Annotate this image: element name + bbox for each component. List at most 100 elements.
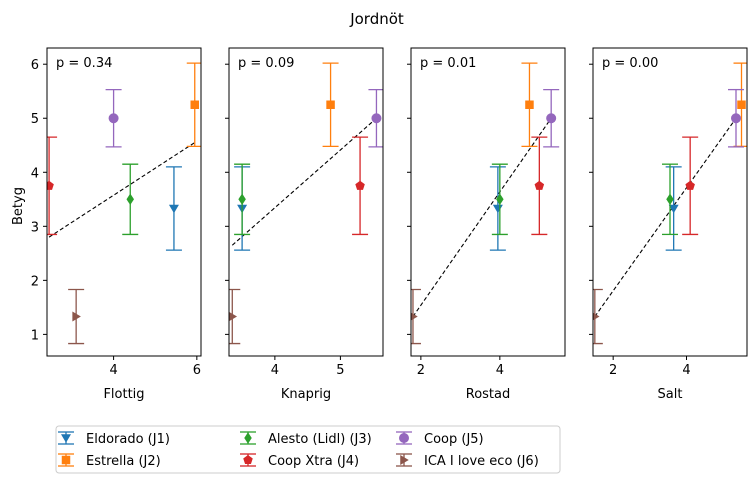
marker xyxy=(238,193,246,206)
legend-item-2: Estrella (J2) xyxy=(58,453,161,469)
marker xyxy=(371,113,382,124)
legend-marker xyxy=(61,434,71,443)
legend-item-5: Coop (J5) xyxy=(396,431,484,447)
y-tick-label: 2 xyxy=(31,274,39,289)
plot-area xyxy=(411,62,560,345)
legend-marker xyxy=(399,433,409,443)
point-6 xyxy=(68,288,85,345)
y-tick-label: 5 xyxy=(31,112,39,127)
point-6 xyxy=(411,288,421,345)
x-tick-label: 5 xyxy=(336,363,344,378)
marker xyxy=(47,180,54,190)
marker xyxy=(737,100,746,109)
x-tick-label: 4 xyxy=(271,363,279,378)
point-2 xyxy=(186,62,201,147)
legend-marker xyxy=(243,455,253,465)
point-5 xyxy=(368,88,383,148)
point-1 xyxy=(165,166,182,251)
fit-line xyxy=(48,142,196,238)
marker xyxy=(685,180,695,190)
x-tick-label: 4 xyxy=(109,363,117,378)
point-6 xyxy=(229,288,241,345)
axes-frame xyxy=(228,47,384,357)
fit-line xyxy=(412,117,552,317)
point-6 xyxy=(593,288,603,345)
marker xyxy=(546,113,557,124)
axes-frame xyxy=(46,47,202,357)
legend-item-3: Alesto (Lidl) (J3) xyxy=(240,431,372,447)
marker xyxy=(355,180,365,190)
marker xyxy=(229,311,238,322)
y-tick-label: 1 xyxy=(31,328,39,343)
point-1 xyxy=(489,166,506,251)
marker xyxy=(666,193,674,206)
legend-marker xyxy=(400,455,409,465)
point-4 xyxy=(47,136,58,236)
y-tick-label: 6 xyxy=(31,58,39,73)
point-4 xyxy=(682,136,699,236)
panel-3: 2 4 Rostad p = 0.01 xyxy=(407,47,566,402)
legend-item-4: Coop Xtra (J4) xyxy=(240,453,359,469)
axes-frame xyxy=(592,47,748,357)
x-tick-label: 2 xyxy=(609,363,617,378)
plot-area xyxy=(593,62,747,345)
point-5 xyxy=(105,88,122,148)
axes-frame xyxy=(410,47,566,357)
x-tick-label: 4 xyxy=(496,363,504,378)
marker xyxy=(72,311,81,322)
p-value-label: p = 0.01 xyxy=(420,56,476,71)
panels: 1 2 3 4 5 6 4 6 Flottig p = 0.34 4 5 Knaprig p = 0.09… xyxy=(31,47,748,402)
legend-label: Estrella (J2) xyxy=(86,454,161,469)
fit-line xyxy=(594,117,737,317)
p-value-label: p = 0.09 xyxy=(238,56,294,71)
legend-label: Coop (J5) xyxy=(424,432,484,447)
x-axis-label: Salt xyxy=(658,387,683,402)
panel-4: 2 4 Salt p = 0.00 xyxy=(589,47,748,402)
x-tick-label: 6 xyxy=(193,363,201,378)
point-3 xyxy=(122,163,139,236)
legend-item-6: ICA I love eco (J6) xyxy=(396,453,539,469)
point-5 xyxy=(543,88,560,148)
point-3 xyxy=(491,163,508,236)
marker xyxy=(525,100,534,109)
x-axis-label: Rostad xyxy=(466,387,511,402)
marker xyxy=(534,180,545,190)
marker xyxy=(668,204,679,214)
marker xyxy=(496,193,504,206)
legend-item-1: Eldorado (J1) xyxy=(58,431,170,447)
legend-label: Coop Xtra (J4) xyxy=(268,454,359,469)
x-axis-label: Flottig xyxy=(103,387,144,402)
point-2 xyxy=(322,62,339,147)
y-tick-label: 4 xyxy=(31,166,39,181)
marker xyxy=(326,100,335,109)
x-tick-label: 4 xyxy=(682,363,690,378)
marker xyxy=(190,100,200,109)
legend: Eldorado (J1) Estrella (J2) Alesto (Lidl) … xyxy=(55,425,561,474)
panel-1: 1 2 3 4 5 6 4 6 Flottig p = 0.34 xyxy=(31,47,202,402)
legend-label: Alesto (Lidl) (J3) xyxy=(268,432,372,447)
marker xyxy=(411,312,418,321)
panel-2: 4 5 Knaprig p = 0.09 xyxy=(225,47,384,402)
marker xyxy=(168,204,179,214)
legend-label: ICA I love eco (J6) xyxy=(424,454,539,469)
point-2 xyxy=(521,62,538,147)
x-axis-label: Knaprig xyxy=(281,387,331,402)
legend-marker xyxy=(244,432,252,444)
point-3 xyxy=(662,163,678,236)
point-4 xyxy=(352,136,369,236)
legend-frame xyxy=(55,425,561,474)
y-axis-label: Betyg xyxy=(11,187,26,225)
y-tick-label: 3 xyxy=(31,220,39,235)
plot-area xyxy=(47,62,201,345)
plot-area xyxy=(229,62,383,345)
chart-title: Jordnöt xyxy=(349,10,404,28)
x-tick-label: 2 xyxy=(417,363,425,378)
p-value-label: p = 0.34 xyxy=(56,56,112,71)
marker xyxy=(492,204,503,214)
point-1 xyxy=(665,166,682,251)
p-value-label: p = 0.00 xyxy=(602,56,658,71)
marker xyxy=(731,113,741,124)
point-5 xyxy=(728,88,744,148)
legend-label: Eldorado (J1) xyxy=(86,432,170,447)
